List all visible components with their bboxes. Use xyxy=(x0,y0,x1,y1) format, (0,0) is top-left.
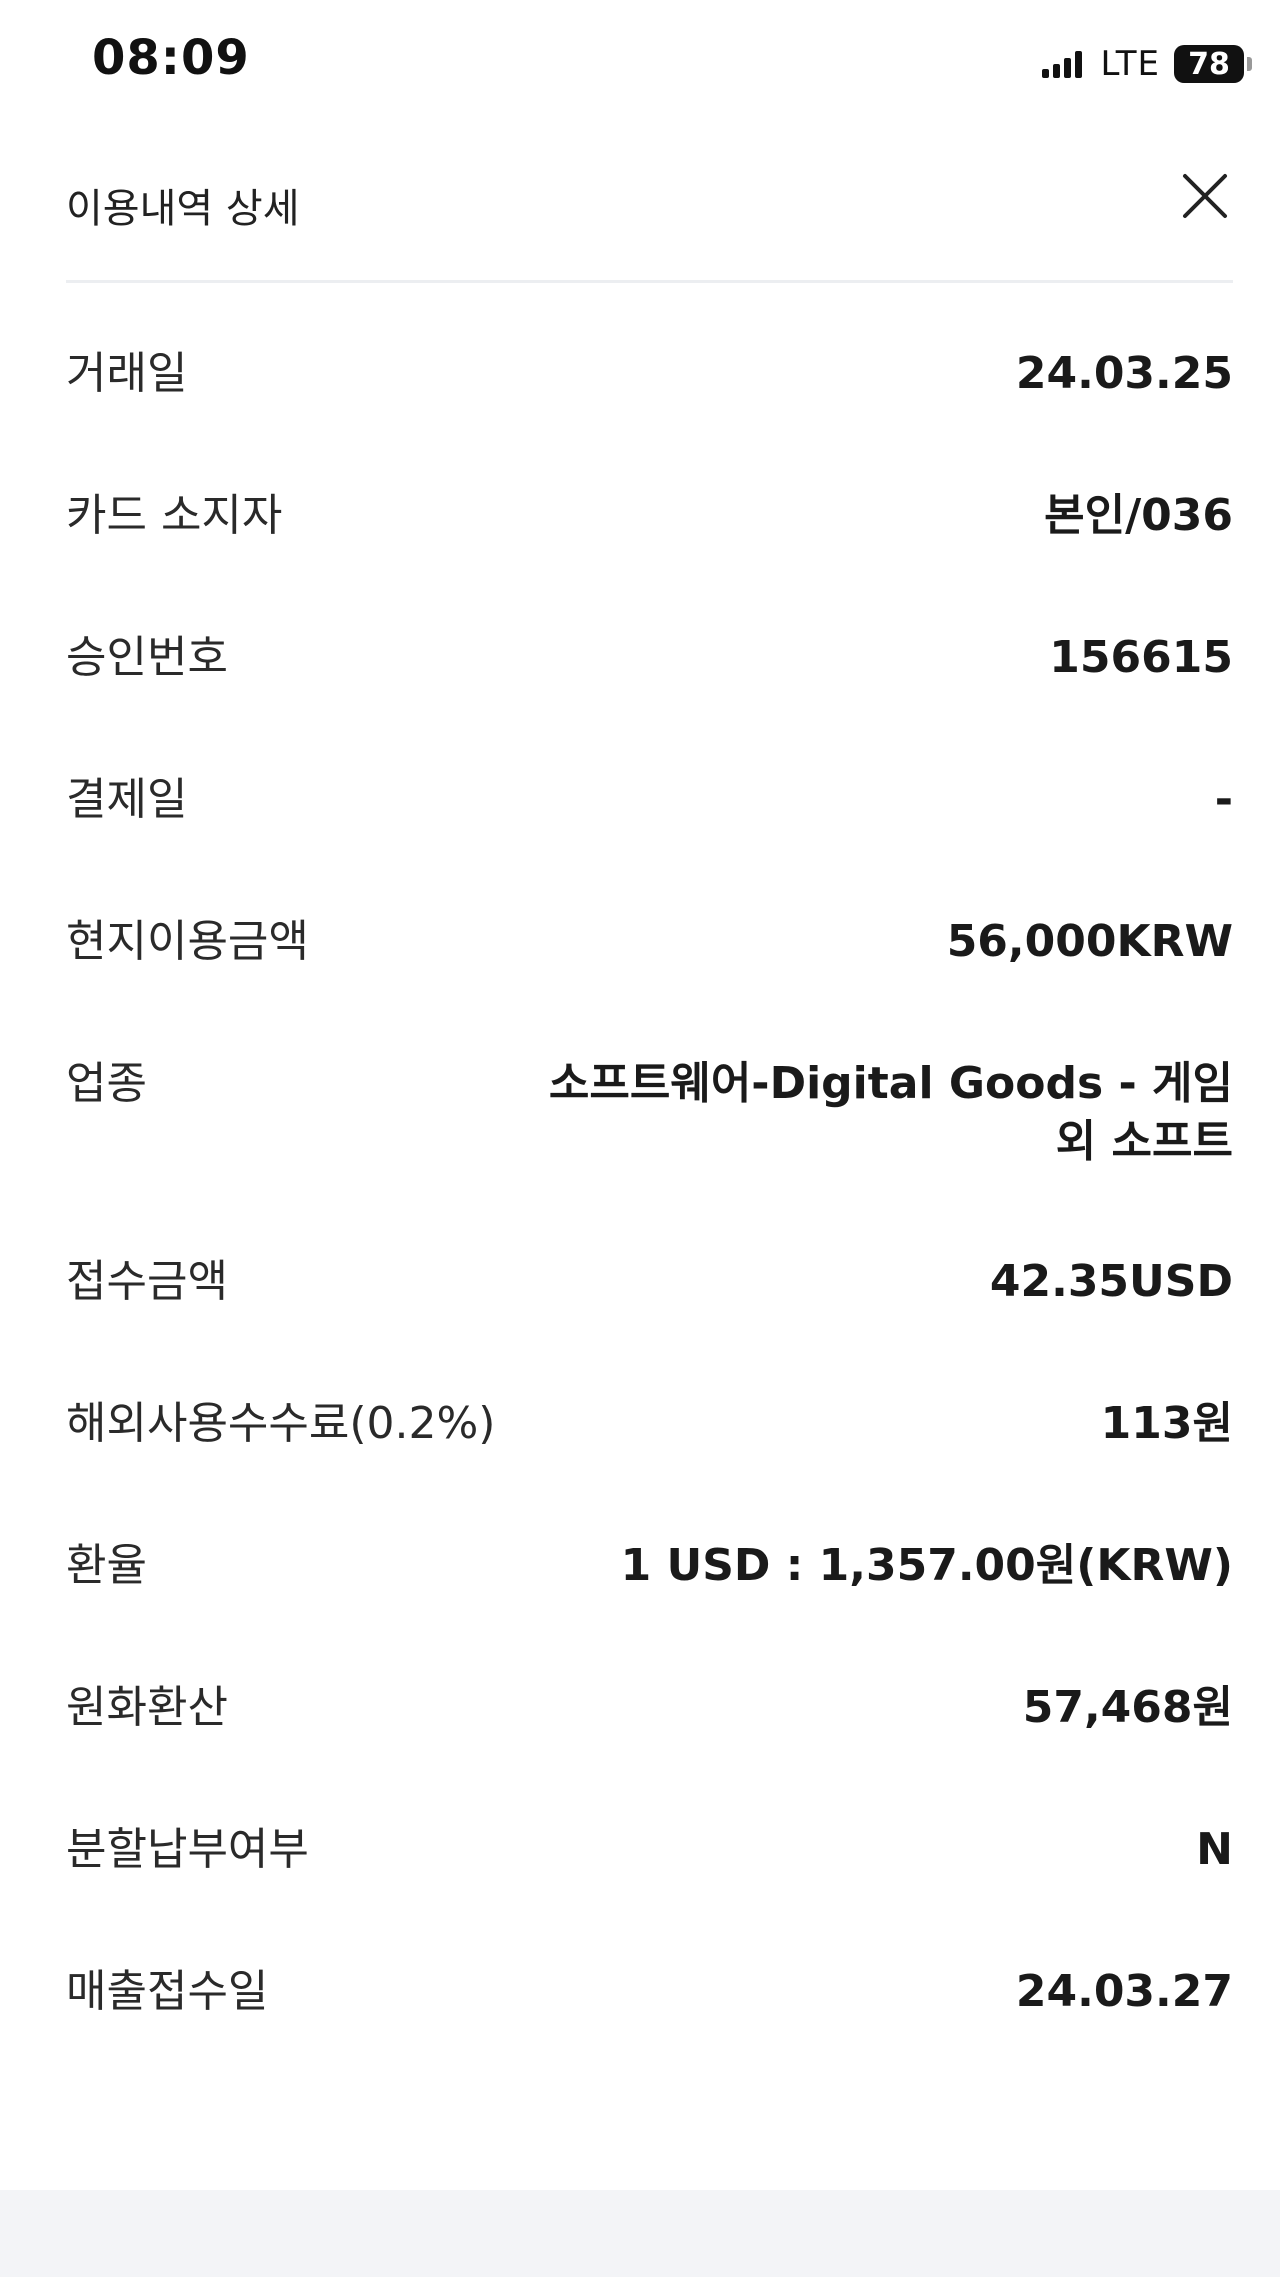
battery-cap xyxy=(1247,57,1252,71)
detail-row-payment-date: 결제일 - xyxy=(66,771,1233,831)
detail-label: 거래일 xyxy=(66,348,188,399)
detail-value: 1 USD : 1,357.00원(KRW) xyxy=(620,1540,1233,1592)
detail-label: 접수금액 xyxy=(66,1256,228,1308)
detail-value: 156615 xyxy=(1049,632,1233,683)
detail-row-approval-number: 승인번호 156615 xyxy=(66,629,1233,689)
detail-row-local-amount: 현지이용금액 56,000KRW xyxy=(66,913,1233,973)
detail-label: 승인번호 xyxy=(66,632,228,683)
detail-label: 업종 xyxy=(66,1058,147,1109)
battery-icon: 78 xyxy=(1174,45,1244,83)
detail-value: 42.35USD xyxy=(989,1256,1233,1308)
network-type: LTE xyxy=(1100,44,1160,84)
detail-label: 카드 소지자 xyxy=(66,490,283,541)
detail-row-received-amount: 접수금액 42.35USD xyxy=(66,1253,1233,1313)
detail-row-foreign-fee: 해외사용수수료(0.2%) 113원 xyxy=(66,1395,1233,1455)
detail-label: 현지이용금액 xyxy=(66,916,309,967)
header: 이용내역 상세 xyxy=(66,150,1233,283)
detail-value: N xyxy=(1196,1824,1233,1876)
close-button[interactable] xyxy=(1177,168,1233,224)
detail-label: 결제일 xyxy=(66,774,188,825)
detail-value: 113원 xyxy=(1100,1398,1233,1450)
page-title: 이용내역 상세 xyxy=(66,186,300,232)
status-time: 08:09 xyxy=(92,30,250,86)
close-icon xyxy=(1183,174,1227,218)
detail-value: 본인/036 xyxy=(1044,490,1233,541)
detail-row-card-holder: 카드 소지자 본인/036 xyxy=(66,487,1233,547)
detail-value: 57,468원 xyxy=(1022,1682,1233,1734)
detail-label: 환율 xyxy=(66,1540,147,1592)
status-indicators: LTE 78 xyxy=(1042,44,1252,84)
detail-label: 분할납부여부 xyxy=(66,1824,309,1876)
detail-label: 매출접수일 xyxy=(66,1966,269,2018)
detail-row-krw-conversion: 원화환산 57,468원 xyxy=(66,1679,1233,1739)
battery-level: 78 xyxy=(1188,46,1230,82)
detail-row-business-type: 업종 소프트웨어-Digital Goods - 게임 외 소프트 xyxy=(66,1055,1233,1171)
detail-row-exchange-rate: 환율 1 USD : 1,357.00원(KRW) xyxy=(66,1537,1233,1597)
detail-value: - xyxy=(1214,774,1233,825)
bottom-area xyxy=(0,2190,1280,2277)
signal-icon xyxy=(1042,50,1086,78)
status-bar: 08:09 LTE 78 xyxy=(0,0,1280,130)
detail-row-sales-received-date: 매출접수일 24.03.27 xyxy=(66,1963,1233,2023)
detail-row-transaction-date: 거래일 24.03.25 xyxy=(66,345,1233,405)
detail-value: 56,000KRW xyxy=(946,916,1233,967)
detail-value: 소프트웨어-Digital Goods - 게임 외 소프트 xyxy=(548,1058,1233,1168)
detail-list: 거래일 24.03.25 카드 소지자 본인/036 승인번호 156615 결… xyxy=(66,345,1233,2023)
detail-label: 원화환산 xyxy=(66,1682,228,1734)
detail-value: 24.03.25 xyxy=(1015,348,1233,399)
detail-value: 24.03.27 xyxy=(1015,1966,1233,2018)
detail-row-installment: 분할납부여부 N xyxy=(66,1821,1233,1881)
detail-label: 해외사용수수료(0.2%) xyxy=(66,1398,496,1450)
